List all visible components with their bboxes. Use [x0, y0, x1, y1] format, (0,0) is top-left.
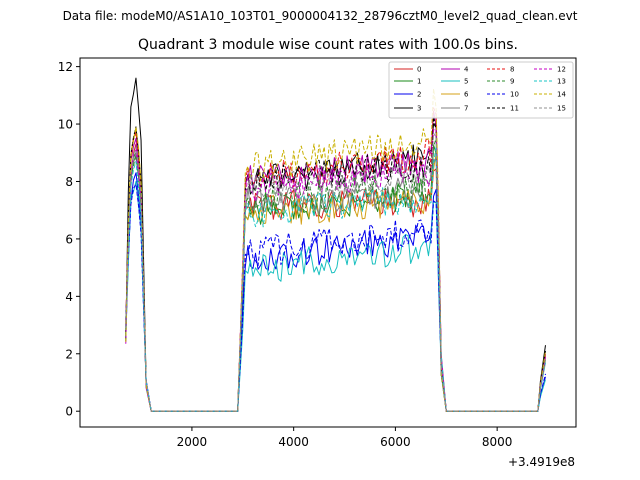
legend-label-6: 6 — [464, 91, 469, 99]
y-tick-label: 0 — [65, 405, 73, 419]
x-offset-label: +3.4919e8 — [508, 455, 575, 469]
legend-label-0: 0 — [417, 66, 421, 74]
legend-label-3: 3 — [417, 105, 421, 113]
legend-label-13: 13 — [557, 78, 566, 86]
legend-label-1: 1 — [417, 78, 421, 86]
legend-label-11: 11 — [510, 105, 519, 113]
legend-label-14: 14 — [557, 91, 566, 99]
x-tick-label: 2000 — [177, 435, 208, 449]
y-tick-label: 8 — [65, 175, 73, 189]
series-line-15 — [125, 132, 546, 412]
y-tick-label: 4 — [65, 290, 73, 304]
chart-title: Quadrant 3 module wise count rates with … — [138, 37, 518, 53]
legend-label-10: 10 — [510, 91, 519, 99]
legend-box — [388, 61, 574, 119]
legend-label-7: 7 — [464, 105, 468, 113]
y-tick-label: 10 — [58, 118, 73, 132]
y-tick-label: 12 — [58, 60, 73, 74]
legend-label-2: 2 — [417, 91, 421, 99]
legend-label-9: 9 — [510, 78, 514, 86]
x-tick-label: 4000 — [278, 435, 309, 449]
y-tick-label: 2 — [65, 347, 73, 361]
legend-label-12: 12 — [557, 66, 566, 74]
legend-label-5: 5 — [464, 78, 468, 86]
x-tick-label: 6000 — [380, 435, 411, 449]
x-tick-label: 8000 — [482, 435, 513, 449]
legend-label-4: 4 — [464, 66, 469, 74]
legend-label-8: 8 — [510, 66, 514, 74]
legend-label-15: 15 — [557, 105, 566, 113]
series-line-10 — [125, 183, 546, 412]
suptitle: Data file: modeM0/AS1A10_103T01_90000041… — [63, 9, 578, 23]
y-tick-label: 6 — [65, 232, 73, 246]
plot-lines — [125, 77, 546, 412]
axes-frame — [79, 57, 577, 428]
